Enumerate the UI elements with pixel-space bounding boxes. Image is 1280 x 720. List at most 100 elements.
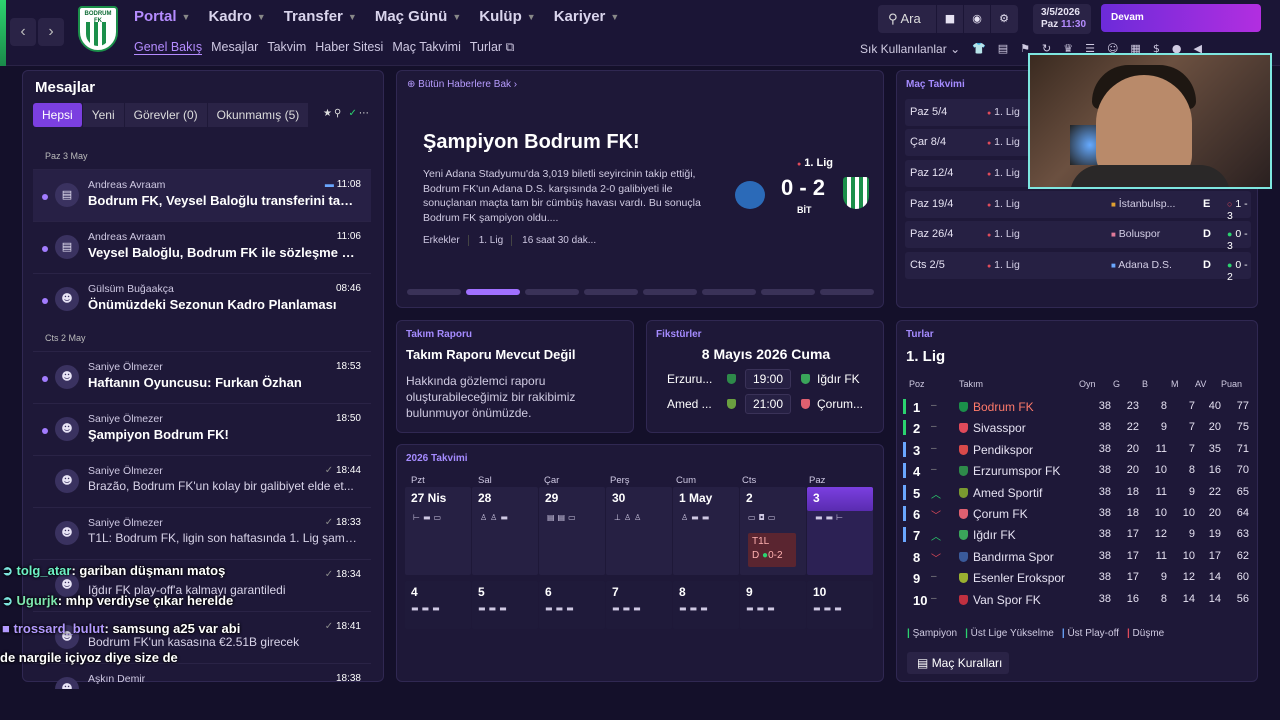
tab-tasks[interactable]: Görevler (0) [124,103,208,127]
team-name[interactable]: Pendikspor [973,442,1034,457]
calendar-day[interactable]: 2 ▭◘▭ T1L D ●0-2 [740,487,806,575]
calendar-day[interactable]: 8 ▬▬▬ [673,581,739,629]
pager-dot-active[interactable] [466,289,520,295]
column-header[interactable]: M [1171,379,1179,389]
team-name[interactable]: Sivasspor [973,421,1026,436]
league-name[interactable]: 1. Lig [906,348,946,365]
table-row[interactable]: 6 ﹀ Çorum FK 38 18 10 10 20 64 [903,504,1249,524]
team-name[interactable]: Bandırma Spor [973,549,1054,564]
tab-new[interactable]: Yeni [82,103,125,127]
nav-portal[interactable]: Portal ▼ [134,8,191,25]
column-header[interactable]: Poz [909,379,925,389]
column-header[interactable]: G [1113,379,1121,389]
trophy-icon[interactable]: ♛ [1063,42,1074,55]
database-icon[interactable]: ☰ [1085,42,1095,55]
table-row[interactable]: Paz 19/4 ● 1. Lig ■ İstanbulsp... E ○ 1 - 3 [905,191,1251,222]
table-row[interactable]: 9– Esenler Erokspor 38 17 9 12 14 60 [903,568,1249,588]
list-item[interactable]: ▤ Andreas Avraam Bodrum FK, Veysel Baloğlu… [33,169,371,221]
shirt-icon[interactable]: 👕 [972,42,986,55]
match-rules-button[interactable]: ▤ Maç Kuralları [907,652,1009,674]
search-button[interactable]: ⚲ Ara [888,11,921,27]
calendar-day[interactable]: 30 ⊥♙♙ [606,487,672,575]
tab-unread[interactable]: Okunmamış (5) [207,103,310,127]
subnav-mesajlar[interactable]: Mesajlar [211,40,259,54]
list-item[interactable]: ☻ Saniye Ölmezer T1L: Bodrum FK, ligin son… [33,507,371,559]
list-item[interactable]: ☻ Saniye Ölmezer Brazão, Bodrum FK'un kola… [33,455,371,507]
notification-icon[interactable]: ● [1171,42,1182,55]
calendar-day[interactable]: 6 ▬▬▬ [539,581,605,629]
bookmark-icon[interactable]: ■ [936,5,963,33]
table-row[interactable]: Cts 2/5 ● 1. Lig ■ Adana D.S. D ● 0 - 2 [905,252,1251,283]
subnav-haber-sitesi[interactable]: Haber Sitesi [315,40,384,54]
more-icon[interactable]: ⋯ [358,108,371,119]
column-header[interactable]: Oyn [1079,379,1096,389]
list-item[interactable]: ☻ Saniye Ölmezer Şampiyon Bodrum FK! 18:50 [33,403,371,455]
calendar-day[interactable]: 1 May ♙▬▬ [673,487,739,575]
game-date[interactable]: 3/5/2026 Paz 11:30 [1033,4,1091,34]
news-title[interactable]: Şampiyon Bodrum FK! [423,131,640,153]
nav-kadro[interactable]: Kadro ▼ [208,8,266,25]
pager-dot[interactable] [761,289,815,295]
team-name[interactable]: Van Spor FK [973,592,1041,607]
pager-dot[interactable] [820,289,874,295]
pager-dot[interactable] [407,289,461,295]
table-row[interactable]: 4– Erzurumspor FK 38 20 10 8 16 70 [903,461,1249,481]
tactics-icon[interactable]: ⚑ [1020,42,1030,55]
table-row[interactable]: 3– Pendikspor 38 20 11 7 35 71 [903,440,1249,460]
list-item[interactable]: ☻ Aşkın Demir 18:38 [33,663,371,689]
club-crest-logo[interactable]: BODRUM FK [78,6,118,52]
fixture-row[interactable]: Amed ... 21:00 Çorum... [655,394,877,414]
calendar-day[interactable]: 27 Nis ⊢▬▭ [405,487,471,575]
team-name[interactable]: Amed Sportif [973,485,1043,500]
calendar-icon[interactable]: ▦ [1130,42,1141,55]
subnav-turlar[interactable]: Turlar ⧉ [469,40,515,54]
team-name[interactable]: Çorum FK [973,507,1028,521]
table-row[interactable]: 7 ︿ Iğdır FK 38 17 12 9 19 63 [903,525,1249,545]
table-row[interactable]: 8 ﹀ Bandırma Spor 38 17 11 10 17 62 [903,547,1249,567]
table-row[interactable]: 10– Van Spor FK 38 16 8 14 14 56 [903,590,1249,610]
calendar-day[interactable]: 28 ♙♙▬ [472,487,538,575]
money-icon[interactable]: $ [1152,42,1160,55]
table-row[interactable]: 1– Bodrum FK 38 23 8 7 40 77 [903,397,1249,417]
mark-read-icon[interactable]: ✓ [348,108,359,119]
column-header[interactable]: Takım [959,379,984,389]
forward-button[interactable]: › [38,18,64,46]
calendar-day[interactable]: 29 ▤▤▭ [539,487,605,575]
nav-kariyer[interactable]: Kariyer ▼ [553,8,620,25]
table-row[interactable]: 2– Sivasspor 38 22 9 7 20 75 [903,418,1249,438]
calendar-day[interactable]: 10 ▬▬▬ [807,581,873,629]
table-row[interactable]: Paz 26/4 ● 1. Lig ■ Boluspor D ● 0 - 3 [905,221,1251,252]
continue-button[interactable]: Devam [1101,4,1261,32]
list-item[interactable]: ☻ Iğdır FK play-off'a kalmayı garantiledi… [33,559,371,611]
favorites-dropdown[interactable]: Sık Kullanılanlar ⌄ [860,42,961,56]
list-item[interactable]: ☻ Bodrum FK'un kasasına €2.51B girecek ✓ 1… [33,611,371,663]
team-name[interactable]: Erzurumspor FK [973,464,1061,479]
calendar-day[interactable]: 5 ▬▬▬ [472,581,538,629]
nav-mac-gunu[interactable]: Maç Günü ▼ [374,8,462,25]
subnav-genel-bakis[interactable]: Genel Bakış [134,40,203,55]
column-header[interactable]: Puan [1221,379,1243,389]
nav-kulup[interactable]: Kulüp ▼ [479,8,536,25]
column-header[interactable]: B [1142,379,1149,389]
people-icon[interactable]: ☺ [1106,42,1119,55]
gear-icon[interactable]: ⚙ [990,5,1017,33]
team-name[interactable]: Iğdır FK [973,528,1016,543]
megaphone-icon[interactable]: ◀ [1193,42,1202,55]
match-result[interactable]: T1L D ●0-2 [748,533,796,567]
calendar-day[interactable]: 7 ▬▬▬ [606,581,672,629]
table-row[interactable]: 5 ︿ Amed Sportif 38 18 11 9 22 65 [903,483,1249,503]
pager-dot[interactable] [702,289,756,295]
list-item[interactable]: ☻ Saniye Ölmezer Haftanın Oyuncusu: Furkan… [33,351,371,403]
pager-dot[interactable] [525,289,579,295]
list-item[interactable]: ▤ Andreas Avraam Veysel Baloğlu, Bodrum FK… [33,221,371,273]
clipboard-icon[interactable]: ▤ [997,42,1009,55]
pager-dot[interactable] [584,289,638,295]
club-icon[interactable]: ◉ [963,5,990,33]
nav-transfer[interactable]: Transfer ▼ [283,8,357,25]
all-news-link[interactable]: ⊕ Bütün Haberlere Bak › [407,79,518,90]
column-header[interactable]: AV [1195,379,1207,389]
team-name[interactable]: Bodrum FK [973,400,1034,414]
calendar-day-today[interactable]: 3 ▬▬⊢ [807,487,873,575]
pager-dot[interactable] [643,289,697,295]
refresh-icon[interactable]: ↻ [1041,42,1052,55]
